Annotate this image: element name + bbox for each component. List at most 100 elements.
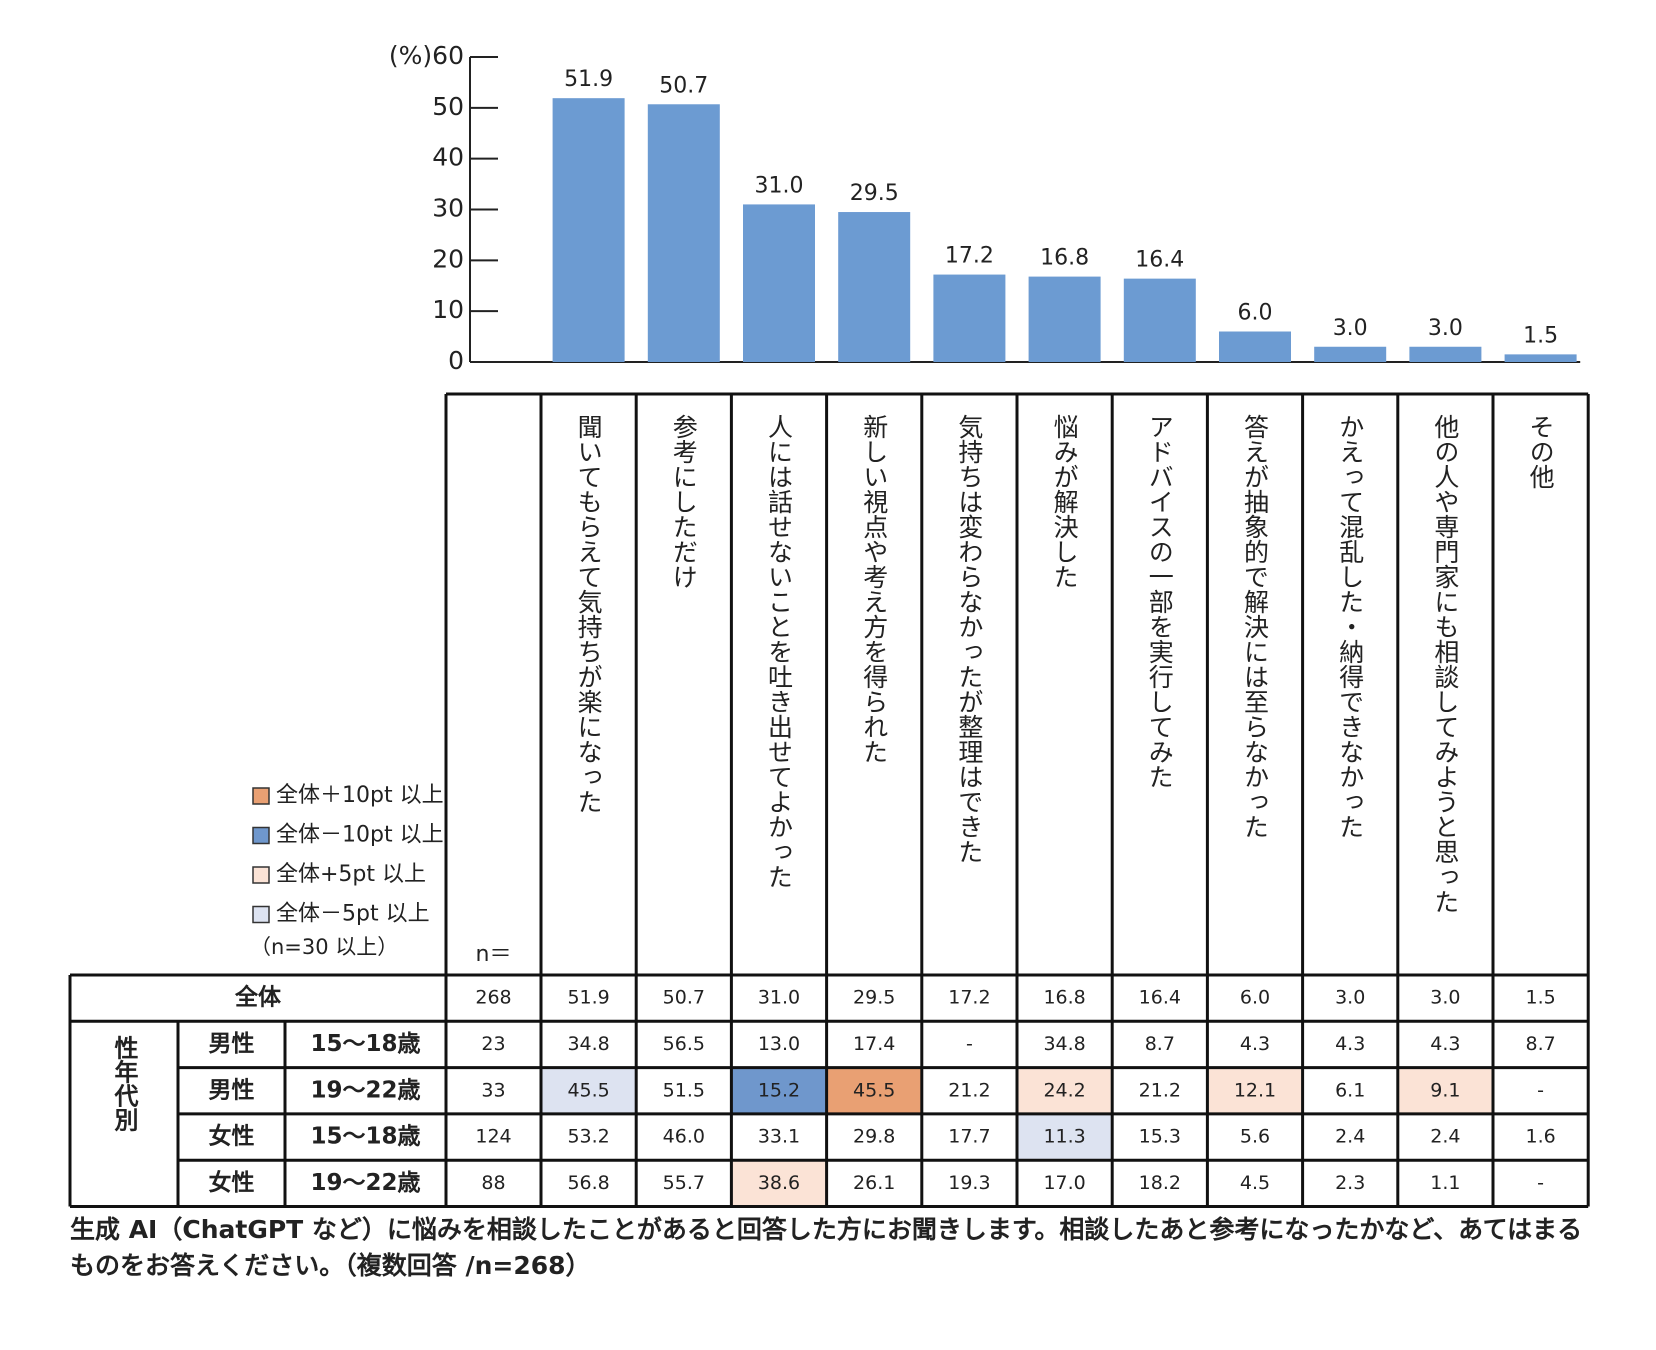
column-header: かえって混乱した・納得できなかった: [1336, 414, 1365, 839]
cell-value: 6.1: [1335, 1079, 1365, 1101]
cell-value: 2.4: [1335, 1126, 1365, 1148]
legend-label: 全体－5pt 以上: [276, 902, 430, 927]
cell-value: 3.0: [1430, 987, 1460, 1009]
highlight-cell: [731, 1067, 827, 1114]
legend-label: 全体－10pt 以上: [276, 823, 444, 848]
legend-note: （n=30 以上）: [250, 935, 398, 959]
bar: [1028, 276, 1101, 362]
row-n: 33: [481, 1079, 505, 1101]
cell-value: 17.0: [1043, 1172, 1085, 1194]
legend-swatch: [252, 787, 270, 805]
cell-value: 16.8: [1043, 987, 1085, 1009]
value-label: 50.7: [659, 73, 708, 98]
legend-label: 全体＋10pt 以上: [276, 783, 444, 808]
legend-swatch: [252, 905, 270, 924]
cell-value: 53.2: [567, 1126, 609, 1148]
cell-value: 34.8: [1043, 1033, 1085, 1055]
cell-value: 38.6: [758, 1172, 800, 1194]
bar: [743, 204, 815, 362]
y-tick-label: 30: [432, 194, 464, 223]
n-header: n＝: [476, 942, 512, 967]
value-label: 1.5: [1523, 323, 1558, 348]
y-tick-label: (%)60: [389, 41, 464, 70]
cell-value: 1.6: [1525, 1126, 1555, 1148]
column-header: 参考にしただけ: [669, 414, 698, 589]
cell-value: 8.7: [1145, 1033, 1175, 1055]
y-tick-label: 40: [432, 143, 464, 172]
cell-value: 50.7: [663, 987, 705, 1009]
value-label: 6.0: [1238, 301, 1273, 326]
highlight-cell: [541, 1067, 637, 1114]
legend-swatch: [252, 866, 270, 884]
cell-value: 31.0: [758, 987, 800, 1009]
row-n: 268: [475, 987, 511, 1009]
cell-value: 4.3: [1240, 1033, 1270, 1055]
bar: [1409, 346, 1482, 362]
cell-value: 4.3: [1430, 1033, 1460, 1055]
cell-value: 45.5: [853, 1079, 895, 1101]
row-age: 15〜18歳: [310, 1031, 420, 1057]
row-label: 全体: [234, 984, 282, 1011]
column-header: 悩みが解決した: [1050, 414, 1079, 589]
highlight-cell: [1207, 1067, 1303, 1114]
row-age: 15〜18歳: [310, 1124, 420, 1150]
cell-value: 51.9: [567, 987, 609, 1009]
value-label: 3.0: [1428, 316, 1463, 341]
legend-swatch: [252, 826, 270, 845]
cell-value: 16.4: [1139, 987, 1181, 1009]
row-n: 23: [481, 1033, 505, 1055]
cell-value: 2.3: [1335, 1172, 1365, 1194]
cell-value: 17.4: [853, 1033, 895, 1055]
bar: [1123, 278, 1196, 362]
legend-label: 全体+5pt 以上: [276, 862, 426, 887]
y-tick-label: 10: [432, 295, 464, 324]
cell-value: 51.5: [663, 1079, 705, 1101]
column-header: 聞いてもらえて気持ちが楽になった: [574, 414, 603, 814]
highlight-cell: [1017, 1113, 1113, 1161]
cell-value: 21.2: [948, 1079, 990, 1101]
column-header: 新しい視点や考え方を得られた: [860, 414, 889, 764]
cell-value: 5.6: [1240, 1126, 1270, 1148]
cell-value: 29.5: [853, 987, 895, 1009]
column-header: アドバイスの一部を実行してみた: [1145, 414, 1174, 789]
cell-value: 11.3: [1043, 1126, 1085, 1148]
cell-value: 45.5: [567, 1079, 609, 1101]
column-header: 答えが抽象的で解決には至らなかった: [1241, 414, 1270, 839]
cell-value: 2.4: [1430, 1126, 1460, 1148]
cell-value: 13.0: [758, 1033, 800, 1055]
group-label: 性年代別: [110, 1035, 139, 1132]
bar: [1314, 346, 1387, 362]
cell-value: 29.8: [853, 1126, 895, 1148]
value-label: 16.8: [1040, 246, 1089, 271]
bar: [838, 212, 911, 362]
cell-value: 6.0: [1240, 987, 1270, 1009]
value-label: 29.5: [850, 181, 899, 206]
cell-value: 34.8: [567, 1033, 609, 1055]
cell-value: 4.3: [1335, 1033, 1365, 1055]
cell-value: -: [966, 1033, 973, 1055]
value-label: 3.0: [1333, 316, 1368, 341]
footnote: 生成 AI（ChatGPT など）に悩みを相談したことがあると回答した方にお聞き…: [70, 1215, 1583, 1280]
column-header: 他の人や専門家にも相談してみようと思った: [1431, 414, 1460, 914]
cell-value: 1.5: [1525, 987, 1555, 1009]
bar: [647, 104, 720, 363]
value-label: 16.4: [1135, 248, 1184, 273]
row-gender: 男性: [209, 1077, 255, 1103]
bar: [1504, 354, 1577, 362]
y-tick-label: 20: [432, 244, 464, 273]
cell-value: 12.1: [1234, 1079, 1276, 1101]
cell-value: 56.8: [567, 1172, 609, 1194]
cell-value: -: [1537, 1172, 1544, 1194]
bar: [552, 98, 625, 363]
highlight-cell: [1017, 1067, 1113, 1114]
cell-value: 8.7: [1525, 1033, 1555, 1055]
row-gender: 男性: [209, 1031, 255, 1057]
cell-value: 33.1: [758, 1126, 800, 1148]
value-label: 17.2: [945, 244, 994, 269]
row-gender: 女性: [209, 1169, 255, 1196]
bar: [1219, 331, 1291, 362]
cell-value: 18.2: [1139, 1172, 1181, 1194]
cell-value: 1.1: [1430, 1172, 1460, 1194]
column-header: 気持ちは変わらなかったが整理はできた: [955, 414, 984, 864]
